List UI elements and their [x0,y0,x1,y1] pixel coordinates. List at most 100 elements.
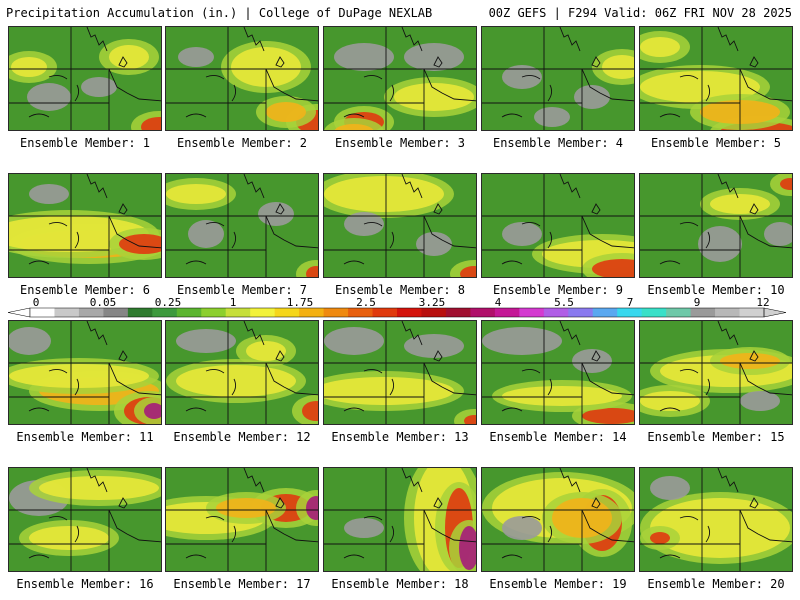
ensemble-member-map [639,467,793,572]
precipitation-field [482,468,634,571]
colorbar-min-arrow [7,307,31,318]
ensemble-member-map [639,320,793,425]
precipitation-field [166,174,318,277]
colorbar-tick-label: 12 [756,296,770,309]
colorbar-segment [54,308,80,317]
precipitation-field [482,321,634,424]
colorbar-tick-label: 2.5 [356,296,376,309]
colorbar-segment [641,308,667,317]
colorbar-segment [103,308,129,317]
ensemble-member-map [323,467,477,572]
ensemble-member-label: Ensemble Member: 18 [331,577,469,591]
colorbar-segment [372,308,398,317]
ensemble-member-label: Ensemble Member: 20 [647,577,785,591]
ensemble-member-map [481,173,635,278]
ensemble-member-label: Ensemble Member: 17 [173,577,311,591]
ensemble-member-map [8,320,162,425]
colorbar-segment [250,308,276,317]
colorbar-segment [397,308,422,317]
ensemble-member-map [323,320,477,425]
ensemble-member-label: Ensemble Member: 1 [19,136,151,150]
colorbar-outline [29,307,765,318]
precipitation-field [324,27,476,130]
colorbar-segment [152,308,178,317]
precipitation-field [166,321,318,424]
ensemble-member-map [323,26,477,131]
colorbar-segment [445,308,471,317]
colorbar-segment [470,308,496,317]
colorbar-tick-label: 0.05 [89,296,117,309]
ensemble-member-label: Ensemble Member: 4 [492,136,624,150]
precipitation-field [9,27,161,130]
ensemble-member-map [8,173,162,278]
colorbar-segment [568,308,594,317]
ensemble-member-label: Ensemble Member: 10 [647,283,785,297]
precipitation-field [324,468,476,571]
colorbar-segment [299,308,324,317]
precipitation-field [9,174,161,277]
colorbar-segment [201,308,227,317]
colorbar-segment [543,308,569,317]
precipitation-field [482,174,634,277]
ensemble-member-map [165,173,319,278]
model-run-info: 00Z GEFS | F294 Valid: 06Z FRI NOV 28 20… [488,6,792,20]
colorbar-tick-label: 4 [494,296,502,309]
precipitation-field [9,321,161,424]
ensemble-member-label: Ensemble Member: 15 [647,430,785,444]
precipitation-field [482,27,634,130]
ensemble-member-label: Ensemble Member: 3 [334,136,466,150]
colorbar-max-arrow [763,307,787,318]
colorbar-tick-label: 1 [229,296,237,309]
colorbar-segment [617,308,643,317]
precipitation-field [166,468,318,571]
ensemble-member-label: Ensemble Member: 8 [334,283,466,297]
colorbar-tick-label: 1.75 [286,296,314,309]
ensemble-member-label: Ensemble Member: 9 [492,283,624,297]
ensemble-member-label: Ensemble Member: 2 [176,136,308,150]
colorbar-segment [421,308,447,317]
colorbar-segment [176,308,202,317]
ensemble-member-map [165,26,319,131]
colorbar-segment [592,308,618,317]
ensemble-member-label: Ensemble Member: 7 [176,283,308,297]
ensemble-member-map [481,467,635,572]
map-title: Precipitation Accumulation (in.) | Colle… [6,6,433,20]
precipitation-field [640,321,792,424]
colorbar-segment [739,308,765,317]
precipitation-colorbar [7,307,787,318]
ensemble-member-label: Ensemble Member: 16 [16,577,154,591]
precipitation-field [640,468,792,571]
ensemble-member-map [8,26,162,131]
colorbar-segment [519,308,545,317]
colorbar-segment [225,308,251,317]
ensemble-member-label: Ensemble Member: 6 [19,283,151,297]
precipitation-field [640,27,792,130]
colorbar-segment [494,308,520,317]
colorbar-segment [127,308,153,317]
colorbar-segment [666,308,691,317]
ensemble-member-map [165,467,319,572]
ensemble-member-label: Ensemble Member: 12 [173,430,311,444]
precipitation-field [9,468,161,571]
colorbar-segment [78,308,104,317]
ensemble-member-map [165,320,319,425]
ensemble-member-map [481,320,635,425]
colorbar-tick-label: 7 [626,296,634,309]
ensemble-member-label: Ensemble Member: 11 [16,430,154,444]
colorbar-tick-label: 9 [693,296,701,309]
colorbar-segment [30,308,55,317]
ensemble-member-map [639,173,793,278]
ensemble-member-map [8,467,162,572]
ensemble-member-map [323,173,477,278]
colorbar-tick-label: 3.25 [418,296,446,309]
colorbar-tick-label: 0.25 [154,296,182,309]
colorbar-segment [323,308,349,317]
colorbar-tick-label: 5.5 [554,296,574,309]
precipitation-field [640,174,792,277]
colorbar-segment [715,308,740,317]
ensemble-member-label: Ensemble Member: 13 [331,430,469,444]
precipitation-field [324,321,476,424]
ensemble-member-label: Ensemble Member: 19 [489,577,627,591]
colorbar-segment [690,308,716,317]
ensemble-member-map [639,26,793,131]
